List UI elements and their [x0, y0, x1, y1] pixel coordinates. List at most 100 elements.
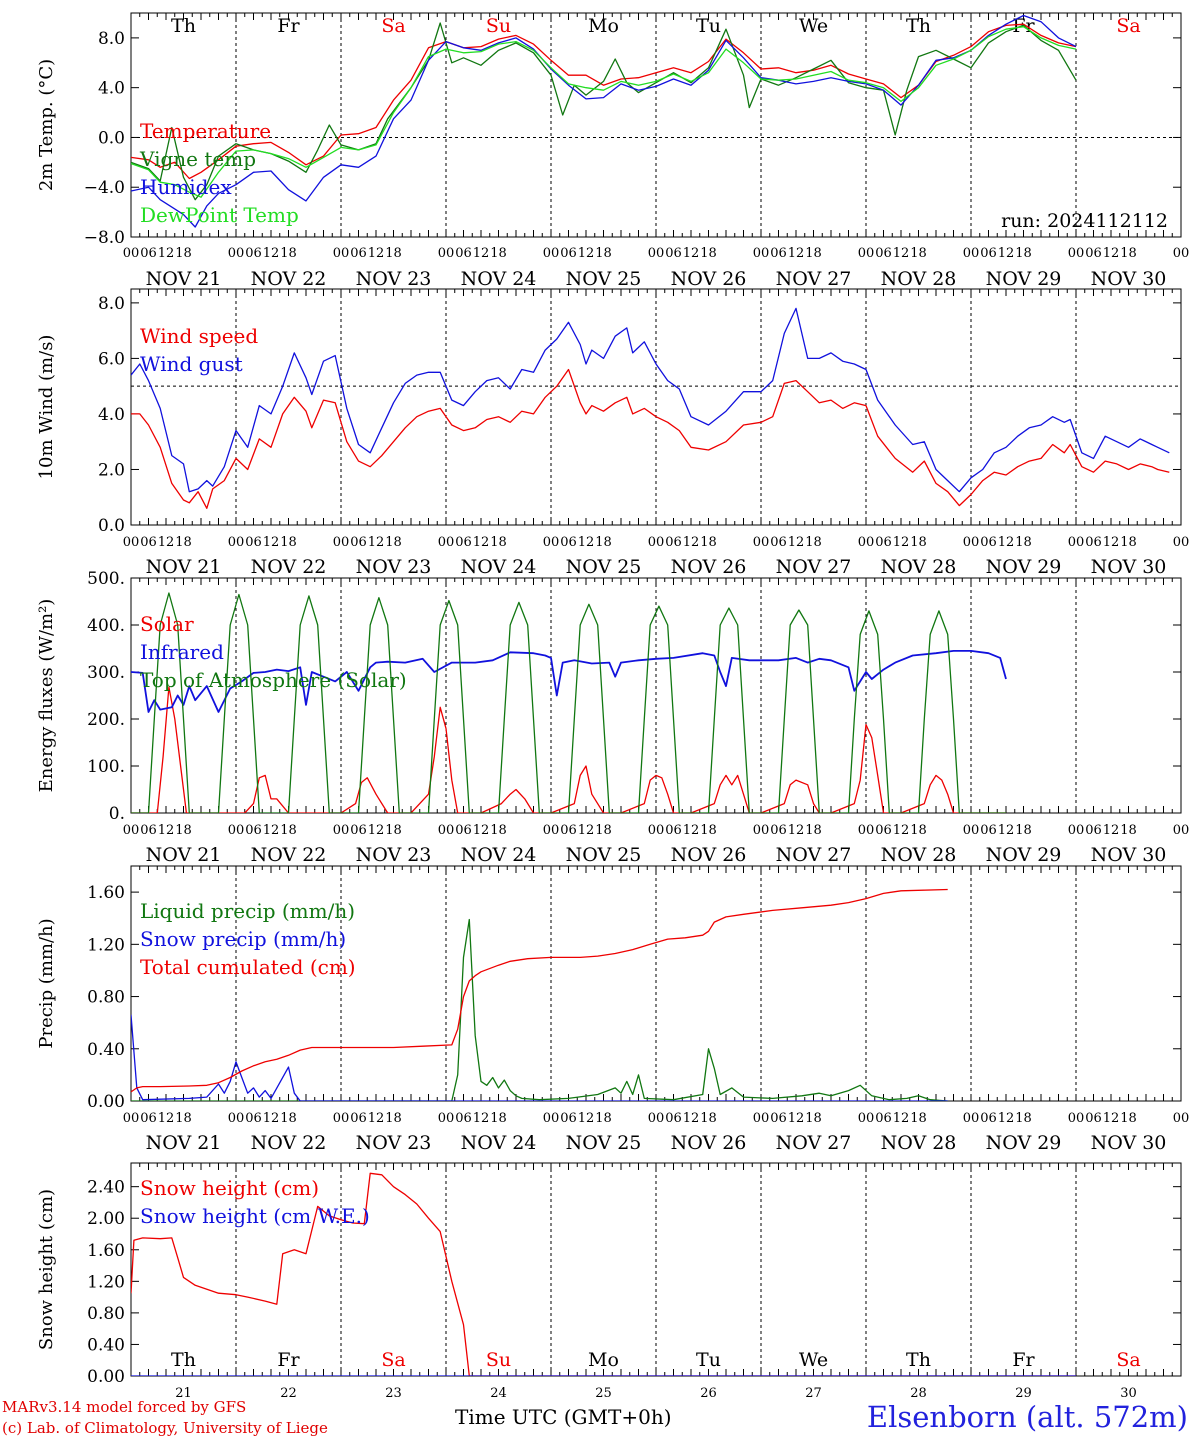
hour-tick-label: 12: [473, 1111, 490, 1126]
hour-tick-label: 00: [858, 535, 875, 550]
hour-tick-label: 12: [998, 246, 1015, 261]
hour-tick-label: 12: [368, 823, 385, 838]
hour-tick-label: 18: [385, 823, 402, 838]
hour-tick-label: 00: [228, 535, 245, 550]
hour-tick-label: 00: [543, 823, 560, 838]
hour-tick-label: 00: [228, 246, 245, 261]
day-label: NOV 23: [356, 556, 432, 578]
hour-tick-label: 06: [665, 246, 682, 261]
day-label: NOV 30: [1091, 268, 1167, 290]
legend-entry: Liquid precip (mm/h): [140, 899, 355, 923]
hour-tick-label: 06: [875, 535, 892, 550]
hour-tick-label: 00: [648, 1111, 665, 1126]
day-label: NOV 23: [356, 268, 432, 290]
hour-tick-label: 18: [385, 1111, 402, 1126]
weekday-label: Sa: [1116, 1349, 1140, 1371]
hour-tick-label: 12: [158, 535, 175, 550]
hour-tick-label: 18: [1120, 1111, 1137, 1126]
y-tick-label: 0.: [109, 804, 125, 824]
hour-tick-label: 00: [963, 535, 980, 550]
hour-tick-label: 00: [333, 823, 350, 838]
legend-entry: Humidex: [140, 175, 232, 199]
y-tick-label: 1.20: [87, 935, 125, 955]
weekday-label: Th: [906, 15, 931, 37]
weekday-label: Tu: [696, 1349, 721, 1371]
day-number-label: 27: [805, 1386, 822, 1401]
hour-tick-label: 00: [228, 1111, 245, 1126]
day-label: NOV 28: [881, 844, 957, 866]
hour-tick-label: 18: [1015, 535, 1032, 550]
hour-tick-label: 18: [175, 1111, 192, 1126]
y-axis-label: Energy fluxes (W/m²): [36, 599, 57, 793]
hour-tick-label: 12: [1103, 1111, 1120, 1126]
hour-tick-label: 12: [1103, 535, 1120, 550]
series-line-wind-gust: [131, 307, 1170, 493]
hour-tick-label: 06: [560, 823, 577, 838]
hour-tick-label: 12: [683, 246, 700, 261]
hour-tick-label: 06: [770, 1111, 787, 1126]
hour-tick-label: 00: [753, 535, 770, 550]
hour-tick-label: 06: [980, 1111, 997, 1126]
legend-entry: Snow height (cm): [140, 1176, 319, 1200]
day-label: NOV 26: [671, 1132, 747, 1154]
day-label: NOV 27: [776, 268, 852, 290]
run-label: run: 2024112112: [1001, 210, 1168, 232]
day-label: NOV 27: [776, 556, 852, 578]
hour-tick-label: 00: [1173, 823, 1190, 838]
hour-tick-label: 06: [560, 535, 577, 550]
day-label: NOV 27: [776, 1132, 852, 1154]
hour-tick-label: 06: [1085, 535, 1102, 550]
day-number-label: 29: [1015, 1386, 1032, 1401]
hour-tick-label: 12: [473, 535, 490, 550]
series-line-top-of-atmosphere-solar-: [131, 592, 1006, 813]
hour-tick-label: 06: [245, 823, 262, 838]
weekday-label: Th: [171, 1349, 196, 1371]
hour-tick-label: 06: [980, 535, 997, 550]
y-tick-label: 400.: [87, 616, 125, 636]
hour-tick-label: 18: [490, 535, 507, 550]
hour-tick-label: 06: [350, 1111, 367, 1126]
y-axis-label: Precip (mm/h): [36, 918, 57, 1048]
hour-tick-label: 18: [280, 1111, 297, 1126]
hour-tick-label: 18: [175, 535, 192, 550]
hour-tick-label: 12: [473, 823, 490, 838]
hour-tick-label: 12: [158, 823, 175, 838]
y-tick-label: 0.40: [87, 1040, 125, 1060]
hour-tick-label: 12: [473, 246, 490, 261]
hour-tick-label: 18: [805, 1111, 822, 1126]
weekday-label: We: [799, 15, 828, 37]
hour-tick-label: 18: [490, 246, 507, 261]
hour-tick-label: 06: [770, 823, 787, 838]
day-label: NOV 24: [461, 556, 537, 578]
hour-tick-label: 12: [893, 535, 910, 550]
hour-tick-label: 06: [350, 823, 367, 838]
day-number-label: 26: [700, 1386, 717, 1401]
hour-tick-label: 00: [1068, 823, 1085, 838]
y-tick-label: 8.0: [98, 294, 125, 314]
hour-tick-label: 00: [963, 246, 980, 261]
hour-tick-label: 12: [578, 1111, 595, 1126]
weekday-label: Fr: [277, 15, 300, 37]
hour-tick-label: 18: [700, 535, 717, 550]
hour-tick-label: 06: [1085, 823, 1102, 838]
hour-tick-label: 00: [1173, 1111, 1190, 1126]
hour-tick-label: 06: [770, 535, 787, 550]
hour-tick-label: 18: [700, 246, 717, 261]
hour-tick-label: 12: [788, 535, 805, 550]
y-tick-label: 0.80: [87, 988, 125, 1008]
y-tick-label: 0.40: [87, 1335, 125, 1355]
hour-tick-label: 00: [1068, 535, 1085, 550]
hour-tick-label: 06: [140, 246, 157, 261]
station-name: Elsenborn (alt. 572m): [866, 1400, 1188, 1434]
y-tick-label: 1.60: [87, 1241, 125, 1261]
hour-tick-label: 06: [980, 246, 997, 261]
hour-tick-label: 00: [543, 246, 560, 261]
weekday-label: Fr: [277, 1349, 300, 1371]
hour-tick-label: 12: [158, 246, 175, 261]
day-label: NOV 22: [251, 1132, 327, 1154]
series-line-snow-height-cm-: [131, 1172, 1076, 1376]
hour-tick-label: 12: [788, 823, 805, 838]
day-label: NOV 26: [671, 844, 747, 866]
